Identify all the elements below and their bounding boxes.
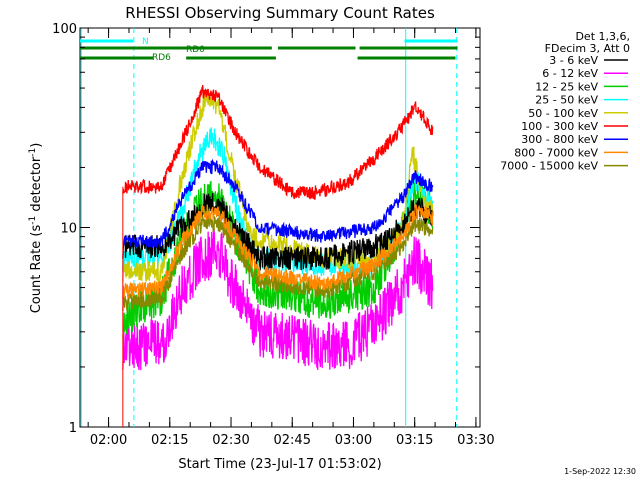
legend-label: 12 - 25 keV	[535, 80, 598, 93]
chart-title: RHESSI Observing Summary Count Rates	[125, 4, 435, 22]
data-series	[122, 84, 434, 427]
x-tick-label: 03:30	[457, 433, 494, 448]
x-tick-label: 02:30	[212, 433, 249, 448]
series-6-12-kev	[122, 228, 434, 371]
y-tick-label: 1	[69, 421, 77, 436]
legend-label: 300 - 800 keV	[521, 133, 598, 146]
y-axis-ticks: 1 10 100	[52, 22, 480, 436]
x-axis-ticks: 02:00 02:15 02:30 02:45 03:00 03:15 03:30	[87, 28, 495, 448]
legend-header-line1: Det 1,3,6,	[575, 30, 630, 43]
x-tick-label: 03:00	[335, 433, 372, 448]
flag-label-rd0: RD0	[186, 45, 205, 55]
legend-label: 800 - 7000 keV	[514, 146, 598, 159]
flag-bars: N RD0 RD6	[80, 37, 458, 63]
flag-label-n: N	[142, 37, 149, 47]
x-tick-label: 02:15	[151, 433, 188, 448]
x-axis-label: Start Time (23-Jul-17 01:53:02)	[178, 457, 381, 472]
legend-label: 100 - 300 keV	[521, 120, 598, 133]
x-tick-label: 03:15	[396, 433, 433, 448]
legend-label: 25 - 50 keV	[535, 94, 598, 107]
series-3-6-kev	[122, 193, 434, 272]
x-tick-label: 02:00	[90, 433, 127, 448]
y-tick-label: 100	[52, 22, 77, 37]
legend-label: 3 - 6 keV	[549, 54, 598, 67]
legend-label: 7000 - 15000 keV	[500, 160, 598, 173]
footer-date: 1-Sep-2022 12:30	[564, 467, 636, 476]
legend-label: 50 - 100 keV	[528, 107, 598, 120]
flag-label-rd6: RD6	[152, 53, 171, 63]
x-tick-label: 02:45	[274, 433, 311, 448]
plot-area: N RD0 RD6 1 10 100 02:00 02:15 02:30 02:45 03:00…	[52, 22, 494, 448]
y-axis-label: Count Rate (s-1 detector-1)	[28, 143, 44, 314]
legend-header-line2: FDecim 3, Att 0	[545, 42, 630, 55]
series-300-800-kev	[122, 158, 434, 249]
series-100-300-kev	[122, 84, 434, 200]
y-tick-label: 10	[60, 222, 77, 237]
series-800-7000-kev	[122, 203, 434, 299]
legend-label: 6 - 12 keV	[542, 67, 598, 80]
